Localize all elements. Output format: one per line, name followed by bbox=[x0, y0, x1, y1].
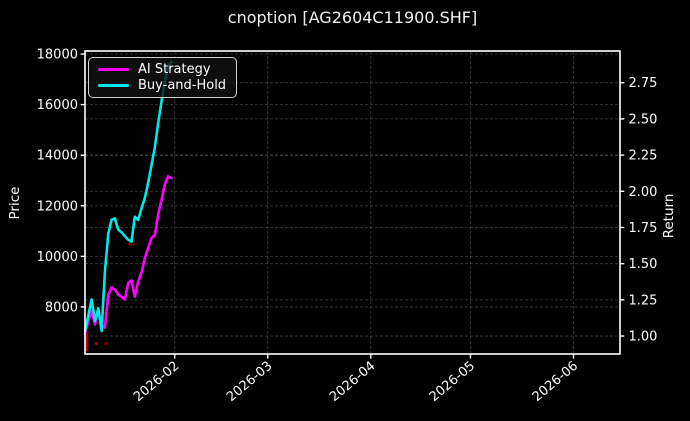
y-tick-label-return: 1.00 bbox=[629, 330, 658, 345]
legend: AI Strategy Buy-and-Hold bbox=[88, 57, 237, 98]
series-line-buy-and-hold bbox=[83, 60, 173, 333]
y-tick-label-return: 2.00 bbox=[629, 185, 658, 200]
legend-line-sample-cyan bbox=[98, 84, 129, 87]
x-tick-label: 2026-04 bbox=[327, 359, 378, 405]
x-tick-label: 2026-06 bbox=[530, 359, 581, 405]
y-tick-label-return: 2.50 bbox=[629, 112, 658, 127]
plot-border bbox=[84, 50, 621, 355]
legend-item-ai-strategy: AI Strategy bbox=[98, 63, 227, 76]
trade-marker-bar bbox=[84, 334, 88, 352]
y-tick-label-price: 14000 bbox=[37, 149, 78, 164]
trade-marker-dot bbox=[104, 341, 108, 345]
legend-item-buy-and-hold: Buy-and-Hold bbox=[98, 79, 227, 92]
chart-title: cnoption [AG2604C11900.SHF] bbox=[227, 8, 478, 27]
y-tick-label-return: 1.25 bbox=[629, 293, 658, 308]
trade-marker-dot bbox=[94, 341, 98, 345]
y-tick-label-price: 10000 bbox=[37, 250, 78, 265]
y-tick-label-return: 1.50 bbox=[629, 257, 658, 272]
legend-label-buy-and-hold: Buy-and-Hold bbox=[138, 78, 227, 93]
y-tick-label-price: 18000 bbox=[37, 48, 78, 63]
y-tick-label-price: 16000 bbox=[37, 98, 78, 113]
y-tick-label-return: 2.75 bbox=[629, 76, 658, 91]
x-tick-label: 2026-02 bbox=[131, 359, 182, 405]
legend-label-ai-strategy: AI Strategy bbox=[138, 62, 211, 77]
legend-line-sample-magenta bbox=[98, 68, 129, 71]
x-tick-label: 2026-03 bbox=[224, 359, 275, 405]
y-tick-label-price: 8000 bbox=[45, 300, 78, 315]
y-tick-label-return: 1.75 bbox=[629, 221, 658, 236]
y-tick-label-return: 2.25 bbox=[629, 149, 658, 164]
x-tick-label: 2026-05 bbox=[427, 359, 478, 405]
y-tick-label-price: 12000 bbox=[37, 199, 78, 214]
